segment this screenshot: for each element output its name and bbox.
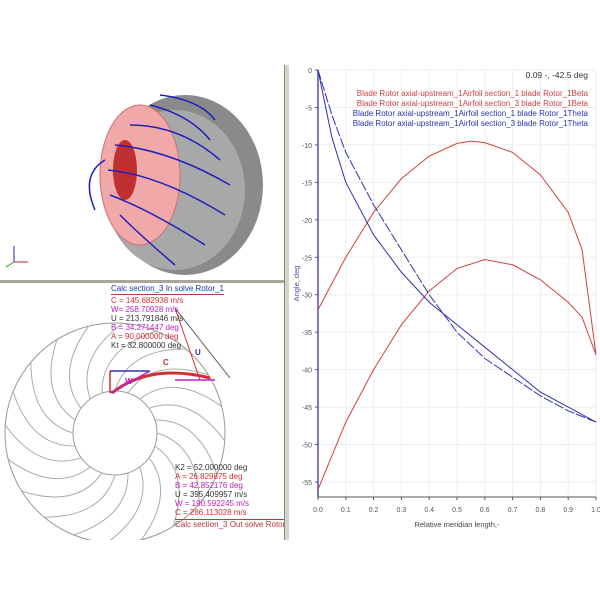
cursor-readout: 0.09 -, -42.5 deg xyxy=(525,70,588,80)
angle-chart[interactable]: 0 -5 -10 -15 -20 -25 -30 -35 -40 -45 -50 -55 0.0 0.1 0… xyxy=(289,65,600,540)
y-tick-label: -35 xyxy=(302,330,312,337)
x-tick-label: 0.9 xyxy=(563,507,573,514)
blade-outline xyxy=(68,325,89,409)
y-tick-label: -10 xyxy=(302,143,312,150)
y-tick-label: -15 xyxy=(302,180,312,187)
outlet-b: B = 42.852176 deg xyxy=(175,481,243,490)
x-tick-label: 0.8 xyxy=(536,507,546,514)
blade-outline xyxy=(73,472,129,536)
blade-outline xyxy=(154,445,180,527)
y-tick-label: -45 xyxy=(302,405,312,412)
y-tick-label: -5 xyxy=(306,105,312,112)
series-line xyxy=(317,259,597,490)
y-tick-label: -55 xyxy=(302,480,312,487)
impeller-plan-drawing xyxy=(4,307,231,544)
outlet-c: C = 286.113028 m/s xyxy=(175,508,247,517)
blade-outline xyxy=(21,472,103,498)
y-tick-label: -40 xyxy=(302,368,312,375)
inlet-kt: Kt = 32.800000 deg xyxy=(111,341,182,350)
blade-outline xyxy=(154,419,218,475)
outlet-w: W = 190.592245 m/s xyxy=(175,499,250,508)
x-tick-label: 0.7 xyxy=(508,507,518,514)
series-line xyxy=(317,69,597,423)
blade-outline xyxy=(86,322,124,400)
inlet-u: U = 213.791846 m/s xyxy=(111,314,184,323)
x-tick-label: 0.1 xyxy=(341,507,351,514)
x-tick-label: 0.3 xyxy=(397,507,407,514)
blade-outline xyxy=(4,424,82,462)
legend-entry: Blade Rotor axial-upstream_1Airfoil sect… xyxy=(352,109,588,118)
panel-splitter[interactable] xyxy=(284,65,289,540)
inlet-c: C = 145.682938 m/s xyxy=(111,296,184,305)
legend-entry: Blade Rotor axial-upstream_1Airfoil sect… xyxy=(356,89,588,98)
x-tick-label: 1.0 xyxy=(591,507,600,514)
outlet-k2: K2 = 52.000000 deg xyxy=(175,463,248,472)
x-tick-label: 0.2 xyxy=(369,507,379,514)
axis-triad-icon xyxy=(5,246,28,268)
y-tick-label: -20 xyxy=(302,218,312,225)
outlet-a: A = 26.829875 deg xyxy=(175,472,243,481)
y-tick-label: -25 xyxy=(302,255,312,262)
legend-entry: Blade Rotor axial-upstream_1Airfoil sect… xyxy=(356,99,588,108)
blade-outline xyxy=(12,391,76,447)
blade-outline xyxy=(148,404,226,442)
y-tick-label: -30 xyxy=(302,293,312,300)
x-tick-label: 0.6 xyxy=(480,507,490,514)
impeller-velocity-view[interactable]: U C W Calc section_3 In solve Rotor_1 C … xyxy=(0,283,295,544)
y-tick-label: 0 xyxy=(308,68,312,75)
impeller-3d-view[interactable] xyxy=(0,65,284,283)
blade-outline xyxy=(156,432,200,504)
y-tick-label: -50 xyxy=(302,443,312,450)
blade-outline xyxy=(106,466,144,544)
blade-outline xyxy=(44,474,116,518)
series-line xyxy=(317,69,597,423)
blade-outline xyxy=(7,459,91,480)
blade-outline xyxy=(139,386,223,407)
inlet-w: W= 258.70928 m/s xyxy=(111,305,179,314)
x-tick-label: 0.5 xyxy=(452,507,462,514)
outlet-u: U = 395.409957 m/s xyxy=(175,490,248,499)
blade-outline xyxy=(30,362,74,434)
blade-outline xyxy=(141,457,162,541)
chart-svg: 0 -5 -10 -15 -20 -25 -30 -35 -40 -45 -50 -55 0.0 0.1 0… xyxy=(292,68,600,529)
triangle-label-c: C xyxy=(163,358,169,367)
triangle-label-w: W xyxy=(125,377,133,386)
outlet-box-title: Calc section_3 Out solve Rotor_1 xyxy=(175,519,295,529)
series-line xyxy=(317,140,597,355)
x-axis-label: Relative meridian length,- xyxy=(414,520,500,529)
x-tick-label: 0.4 xyxy=(424,507,434,514)
blade-outline xyxy=(101,330,157,394)
blade-outline xyxy=(50,339,76,421)
x-tick-label: 0.0 xyxy=(313,507,323,514)
inlet-b: B = 34.271447 deg xyxy=(111,323,179,332)
inlet-a: A = 90.000000 deg xyxy=(111,332,179,341)
legend-entry: Blade Rotor axial-upstream_1Airfoil sect… xyxy=(352,119,588,128)
triangle-label-u: U xyxy=(195,348,201,357)
y-axis-label: Angle, deg xyxy=(292,266,301,302)
impeller-3d-drawing xyxy=(88,94,263,275)
legend: Blade Rotor axial-upstream_1Airfoil sect… xyxy=(353,89,588,129)
inlet-box-title: Calc section_3 In solve Rotor_1 xyxy=(111,284,224,295)
blade-outline xyxy=(114,348,186,392)
